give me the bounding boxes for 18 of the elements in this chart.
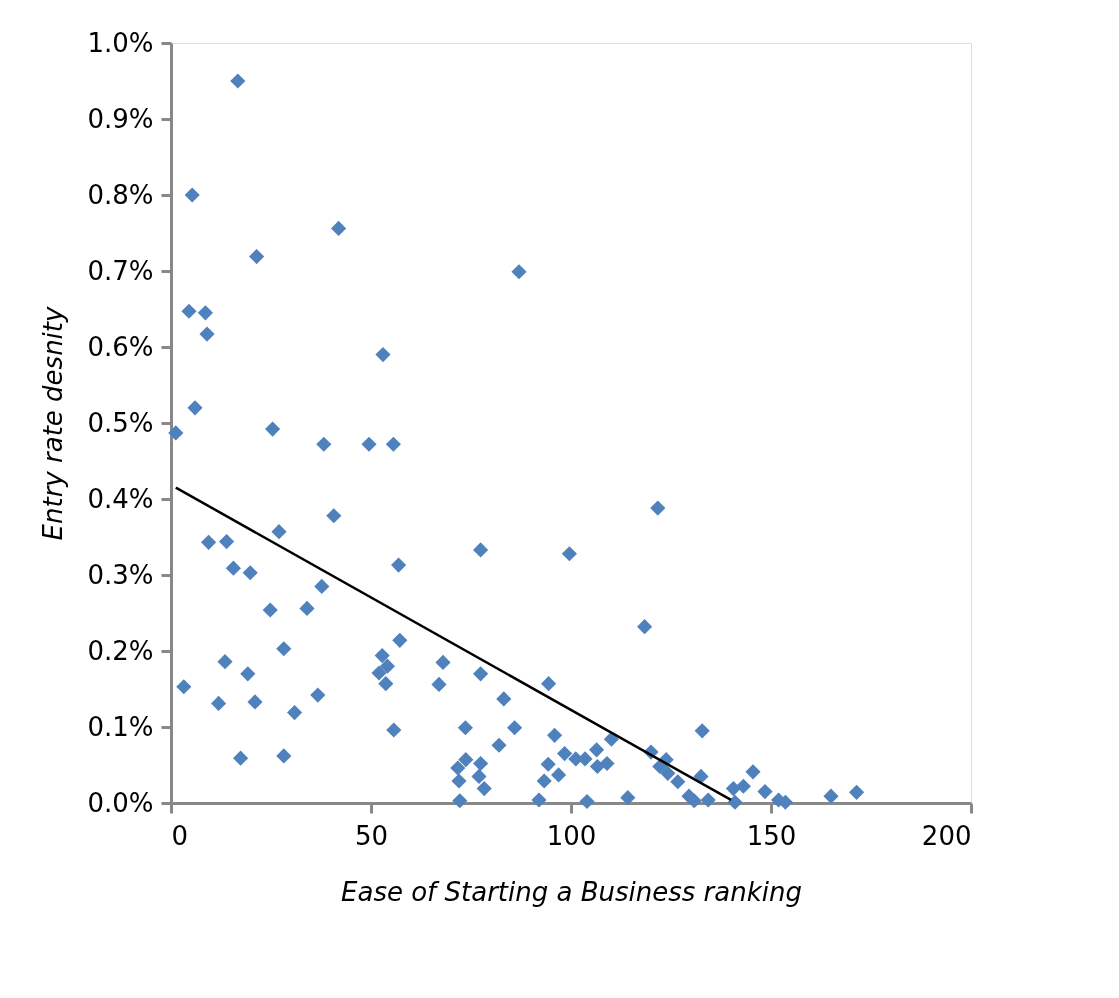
x-tick-label: 200	[921, 820, 972, 851]
y-tick-label: 0.0%	[87, 787, 154, 818]
y-tick-label: 0.8%	[87, 179, 154, 210]
y-tick-label: 0.1%	[87, 711, 154, 742]
x-tick-label: 50	[354, 820, 389, 851]
x-axis-title: Ease of Starting a Business ranking	[341, 876, 802, 907]
y-tick-label: 0.3%	[87, 559, 154, 590]
y-tick-label: 0.2%	[87, 635, 154, 666]
y-tick-label: 0.9%	[87, 103, 154, 134]
y-tick-label: 0.4%	[87, 483, 154, 514]
y-tick-label: 0.6%	[87, 331, 154, 362]
y-tick-label: 0.5%	[87, 407, 154, 438]
x-tick-label: 100	[546, 820, 597, 851]
x-tick-label: 0	[171, 820, 189, 851]
y-tick-label: 0.7%	[87, 255, 154, 286]
x-tick-label: 150	[746, 820, 797, 851]
y-tick-label: 1.0%	[87, 27, 154, 58]
y-axis-title: Entry rate desnity	[38, 305, 69, 541]
